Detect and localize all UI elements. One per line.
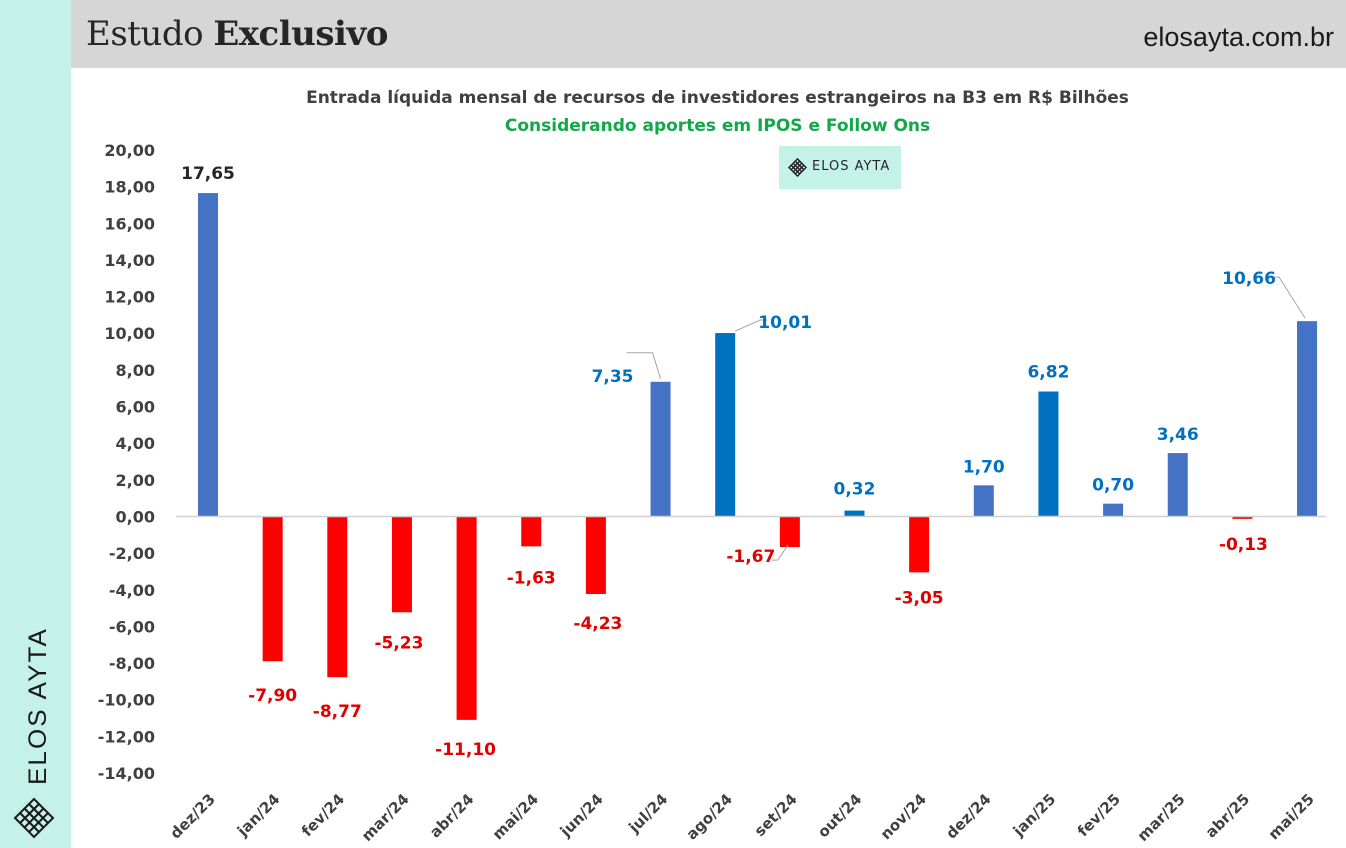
bar-mar-24 (391, 516, 412, 613)
data-label: 0,70 (1092, 476, 1134, 496)
y-tick-label: -12,00 (98, 727, 155, 746)
data-label: 10,66 (1222, 269, 1276, 289)
bar-abr-24 (456, 516, 477, 720)
x-tick-label: abr/25 (1202, 790, 1253, 841)
sidebar: ELOS AYTA (0, 0, 71, 848)
x-tick-label: jul/24 (624, 790, 671, 837)
x-tick-label: dez/23 (167, 790, 219, 842)
y-tick-label: 12,00 (104, 288, 155, 307)
bar-jul-24 (650, 381, 671, 517)
y-tick-label: -14,00 (98, 764, 155, 783)
bar-mar-25 (1167, 453, 1188, 517)
page-title: Estudo Exclusivo (86, 14, 388, 54)
data-label: -1,63 (507, 568, 556, 588)
lattice-diamond-icon (13, 797, 55, 839)
y-tick-label: -10,00 (98, 691, 155, 710)
data-label: -11,10 (435, 740, 496, 760)
leader-line (771, 544, 789, 561)
y-tick-label: -6,00 (109, 617, 155, 636)
data-label: -0,13 (1219, 535, 1268, 555)
x-tick-label: jan/25 (1009, 790, 1059, 840)
x-tick-label: out/24 (814, 790, 865, 841)
bar-fev-24 (327, 516, 348, 678)
bar-set-24 (779, 516, 800, 548)
x-tick-label: fev/25 (1074, 790, 1124, 840)
side-brand: ELOS AYTA (24, 627, 52, 785)
x-tick-label: mai/24 (489, 790, 542, 843)
x-tick-label: nov/24 (877, 790, 930, 843)
y-tick-label: 4,00 (116, 434, 155, 453)
y-tick-label: -4,00 (109, 581, 155, 600)
x-tick-label: set/24 (751, 790, 801, 840)
leader-line (626, 352, 662, 379)
lattice-diamond-icon (788, 158, 807, 177)
x-tick-label: mai/25 (1265, 790, 1318, 843)
x-tick-label: ago/24 (683, 790, 736, 843)
data-label: -1,67 (726, 547, 775, 567)
y-tick-label: 6,00 (116, 398, 155, 417)
y-tick-label: 20,00 (104, 141, 155, 160)
chart-subtitle: Considerando aportes em IPOS e Follow On… (504, 116, 931, 136)
x-tick-label: fev/24 (298, 790, 348, 840)
data-label: 0,32 (834, 480, 876, 500)
data-label: -5,23 (374, 633, 423, 653)
x-tick-label: mar/24 (358, 790, 413, 845)
leader-line (734, 319, 768, 332)
bar-jan-24 (262, 516, 283, 662)
watermark-text: ELOS AYTA (812, 159, 891, 174)
header-bar: Estudo Exclusivo elosayta.com.br (71, 0, 1346, 68)
y-tick-label: 16,00 (104, 214, 155, 233)
x-tick-label: jan/24 (233, 790, 283, 840)
bar-nov-24 (909, 516, 930, 573)
data-label: 6,82 (1027, 363, 1069, 383)
y-tick-label: 18,00 (104, 178, 155, 197)
bar-mai-25 (1297, 321, 1318, 517)
site-url: elosayta.com.br (1143, 22, 1334, 52)
bar-mai-24 (521, 516, 542, 547)
data-label: 17,65 (181, 164, 235, 184)
watermark-badge: ELOS AYTA (779, 146, 901, 189)
data-label: 10,01 (758, 313, 812, 333)
leader-line (1269, 276, 1306, 319)
y-tick-label: -8,00 (109, 654, 155, 673)
y-tick-label: 2,00 (116, 471, 155, 490)
bar-fev-25 (1103, 503, 1124, 517)
bar-dez-23 (198, 193, 218, 517)
page-title-light: Estudo (86, 14, 204, 54)
y-tick-label: 10,00 (104, 324, 155, 343)
data-label: 1,70 (963, 457, 1005, 477)
bar-out-24 (844, 510, 865, 517)
y-tick-label: -2,00 (109, 544, 155, 563)
bar-jun-24 (585, 516, 606, 594)
data-label: 3,46 (1157, 425, 1199, 445)
data-label: -7,90 (248, 686, 297, 706)
data-label: -3,05 (895, 588, 944, 608)
bar-dez-24 (973, 485, 994, 517)
x-tick-label: abr/24 (426, 790, 477, 841)
side-brand-text: ELOS AYTA (24, 627, 52, 785)
y-tick-label: 14,00 (104, 251, 155, 270)
bar-ago-24 (715, 333, 736, 517)
data-label: -8,77 (313, 702, 362, 722)
x-tick-label: jun/24 (556, 790, 607, 841)
x-tick-label: mar/25 (1134, 790, 1189, 845)
y-tick-label: 8,00 (116, 361, 155, 380)
chart-title: Entrada líquida mensal de recursos de in… (306, 88, 1129, 108)
y-tick-label: 0,00 (116, 507, 155, 526)
bar-abr-25 (1232, 516, 1253, 519)
data-label: 7,35 (592, 367, 634, 387)
data-label: -4,23 (573, 614, 622, 634)
bar-jan-25 (1038, 391, 1059, 517)
x-tick-label: dez/24 (942, 790, 994, 842)
page-title-bold: Exclusivo (213, 14, 388, 54)
